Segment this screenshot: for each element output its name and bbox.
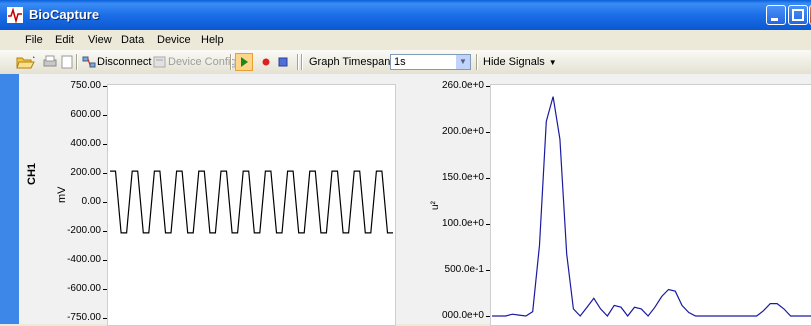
axis-tick-label: 200.0e+0 <box>442 126 484 137</box>
chevron-down-icon: ▼ <box>548 57 557 67</box>
title-bar: BioCapture <box>0 0 811 30</box>
axis-tick-label: 600.00 <box>70 109 101 120</box>
axis-tick-label: 0.00 <box>81 196 101 207</box>
maximize-button[interactable] <box>788 5 808 25</box>
signal-line <box>110 170 393 234</box>
axis-tick-label: -400.00 <box>67 254 101 265</box>
menu-device[interactable]: Device <box>157 34 191 46</box>
toolbar: Disconnect Device Config Graph Timespan … <box>0 50 811 75</box>
maximize-icon <box>792 9 804 21</box>
axis-tick-label: 500.0e-1 <box>444 264 484 275</box>
axis-tick-label: -200.00 <box>67 225 101 236</box>
axis-tick-mark <box>103 173 107 174</box>
spectrum-plot[interactable] <box>490 84 811 326</box>
axis-tick-mark <box>103 144 107 145</box>
device-config-button[interactable]: Device Config <box>152 53 236 71</box>
menu-data[interactable]: Data <box>121 34 145 46</box>
axis-tick-mark <box>103 289 107 290</box>
axis-tick-label: 150.0e+0 <box>442 172 484 183</box>
menu-edit[interactable]: Edit <box>55 34 74 46</box>
menu-help[interactable]: Help <box>201 34 224 46</box>
toolbar-separator <box>476 54 478 70</box>
axis-tick-mark <box>103 86 107 87</box>
axis-tick-label: 260.0e+0 <box>442 80 484 91</box>
dropdown-arrow-icon: ▼ <box>456 55 470 69</box>
axis-tick-mark <box>486 132 490 133</box>
folder-open-icon <box>16 56 35 69</box>
axis-tick-mark <box>103 115 107 116</box>
axis-tick-label: 100.0e+0 <box>442 218 484 229</box>
print-preview-button[interactable] <box>59 53 75 71</box>
toolbar-separator <box>76 54 78 70</box>
toolbar-separator <box>297 54 299 70</box>
axis-tick-label: -600.00 <box>67 283 101 294</box>
hide-signals-label: Hide Signals <box>483 56 545 68</box>
disconnect-label: Disconnect <box>97 56 152 68</box>
record-icon <box>262 58 270 66</box>
axis-tick-label: 750.00 <box>70 80 101 91</box>
play-icon <box>241 57 248 67</box>
axis-tick-mark <box>103 260 107 261</box>
axis-tick-label: 200.00 <box>70 167 101 178</box>
axis-tick-mark <box>486 270 490 271</box>
minimize-icon <box>771 18 778 21</box>
axis-tick-label: 400.00 <box>70 138 101 149</box>
document-icon <box>61 55 73 69</box>
print-button[interactable] <box>42 53 58 71</box>
start-button[interactable] <box>235 53 253 71</box>
window-title: BioCapture <box>29 7 100 22</box>
open-button[interactable] <box>16 53 36 71</box>
axis-tick-label: 000.0e+0 <box>442 310 484 321</box>
record-button[interactable] <box>259 53 273 71</box>
graph-timespan-select[interactable]: 1s ▼ <box>390 54 471 70</box>
hide-signals-button[interactable]: Hide Signals ▼ <box>483 53 557 71</box>
disconnect-button[interactable]: Disconnect <box>81 53 151 71</box>
menu-view[interactable]: View <box>88 34 112 46</box>
axis-tick-mark <box>486 224 490 225</box>
app-icon <box>7 7 23 24</box>
config-icon <box>153 56 166 68</box>
axis-tick-mark <box>486 86 490 87</box>
axis-tick-mark <box>103 231 107 232</box>
axis-tick-mark <box>103 202 107 203</box>
axis-tick-label: -750.00 <box>67 312 101 323</box>
menu-bar: File Edit View Data Device Help <box>0 30 811 50</box>
toolbar-separator <box>301 54 303 70</box>
device-config-label: Device Config <box>168 56 237 68</box>
axis-tick-mark <box>103 318 107 319</box>
close-button[interactable] <box>809 5 811 25</box>
axis-tick-mark <box>486 316 490 317</box>
graph-timespan-value: 1s <box>394 56 406 68</box>
printer-icon <box>43 55 57 67</box>
signal-line <box>492 96 811 317</box>
axis-tick-mark <box>486 178 490 179</box>
channel-strip <box>0 74 19 324</box>
toolbar-separator <box>230 54 232 70</box>
graph-timespan-label: Graph Timespan <box>309 56 391 68</box>
plug-icon <box>82 56 96 68</box>
minimize-button[interactable] <box>766 5 786 25</box>
stop-button[interactable] <box>276 53 290 71</box>
menu-file[interactable]: File <box>25 34 43 46</box>
stop-icon <box>278 57 288 67</box>
